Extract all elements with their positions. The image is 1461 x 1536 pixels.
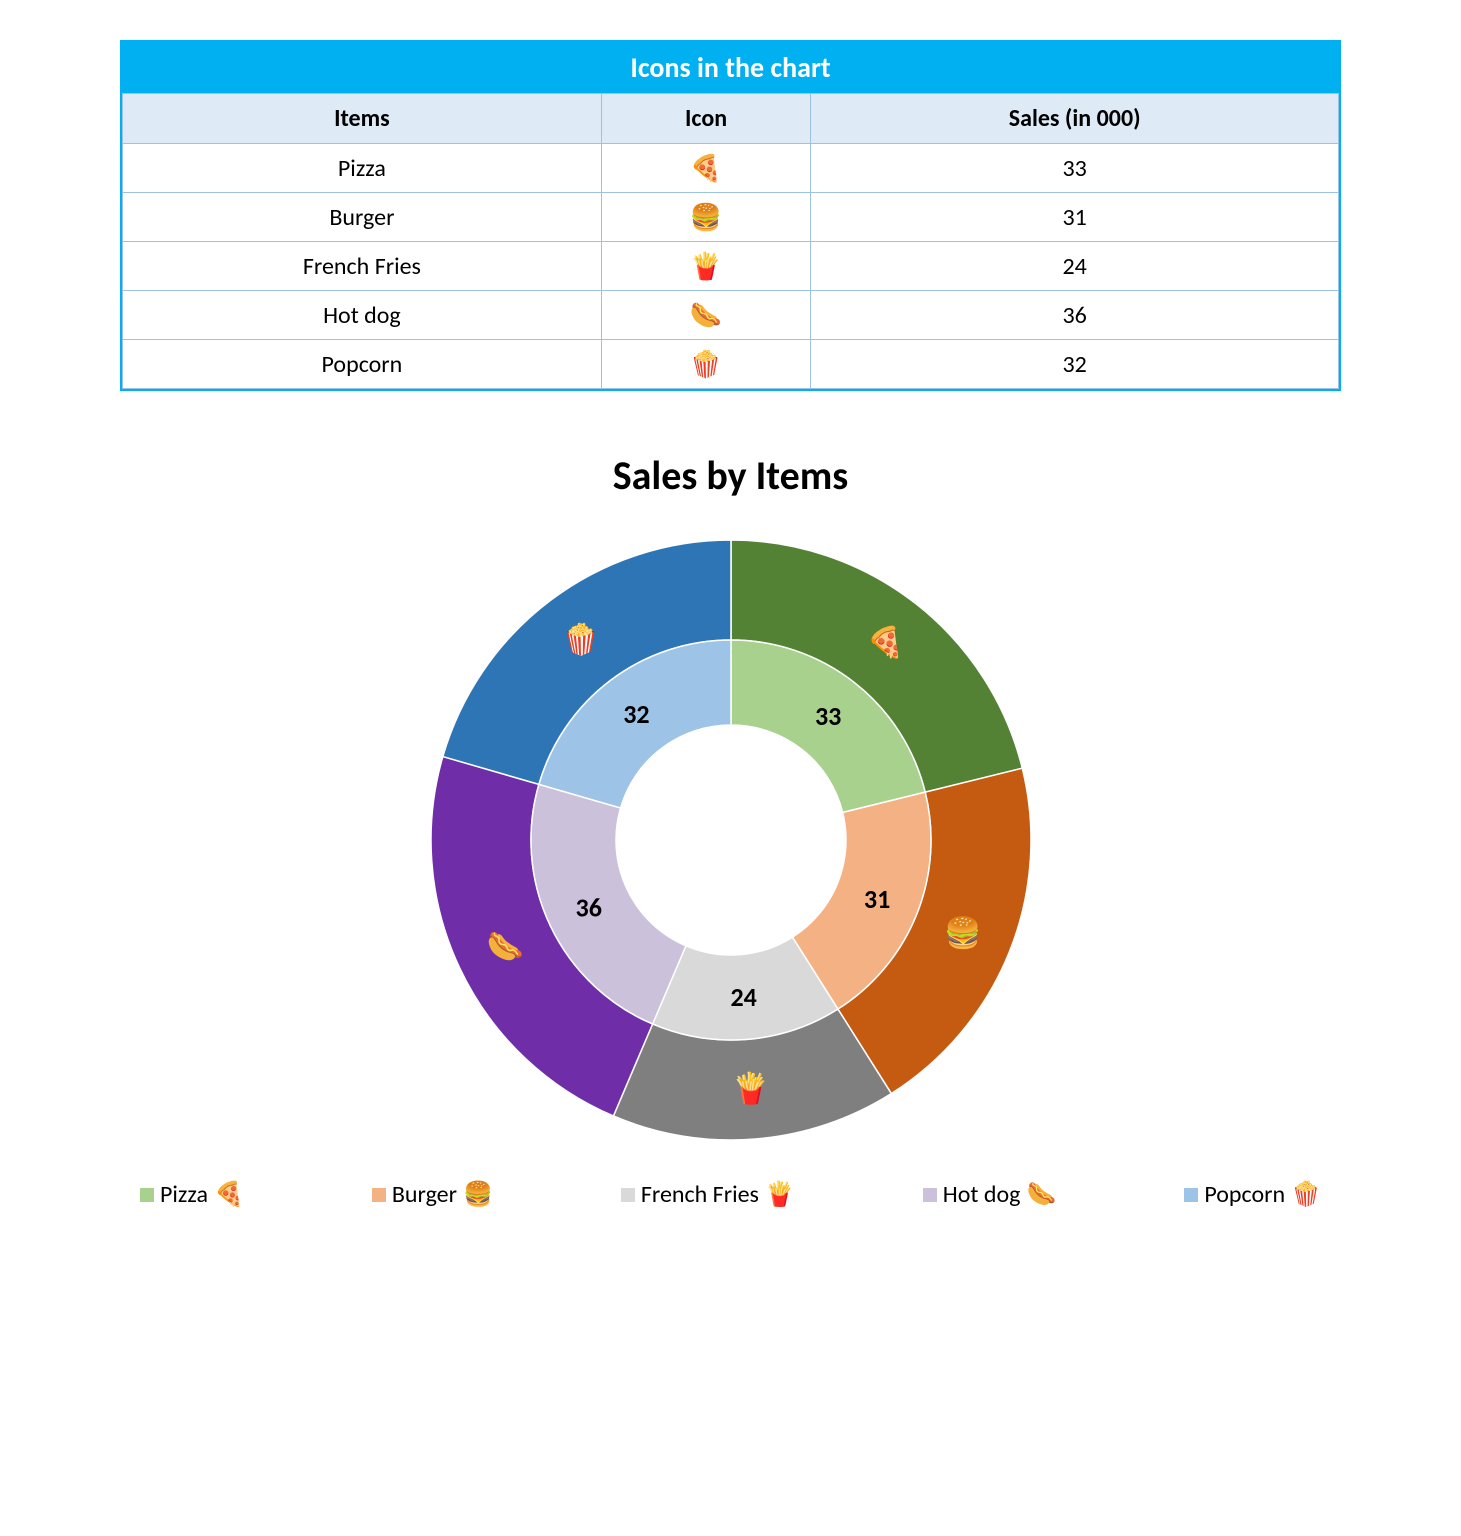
fries-icon: 🍟 <box>765 1180 795 1209</box>
popcorn-icon: 🍿 <box>562 622 599 659</box>
cell-item: Popcorn <box>123 340 602 389</box>
cell-sales: 36 <box>811 291 1339 340</box>
cell-item: Pizza <box>123 144 602 193</box>
cell-sales: 32 <box>811 340 1339 389</box>
popcorn-icon: 🍿 <box>1291 1180 1321 1209</box>
burger-icon: 🍔 <box>944 915 981 952</box>
table-row: Hot dog 🌭 36 <box>123 291 1339 340</box>
cell-sales: 31 <box>811 193 1339 242</box>
cell-item: Hot dog <box>123 291 602 340</box>
legend-swatch <box>621 1188 635 1202</box>
french-fries-icon: 🍟 <box>732 1071 769 1108</box>
cell-sales: 33 <box>811 144 1339 193</box>
legend-item-fries: French Fries 🍟 <box>621 1180 795 1209</box>
chart-container: Sales by Items 33 🍕 31 🍔 24 🍟 36 🌭 32 🍿 Pizza 🍕 B… <box>120 451 1341 1209</box>
icons-table-container: Icons in the chart Items Icon Sales (in … <box>120 40 1341 391</box>
table-row: Burger 🍔 31 <box>123 193 1339 242</box>
legend-label: Popcorn <box>1204 1180 1285 1209</box>
value-label: 36 <box>575 892 601 924</box>
cell-item: French Fries <box>123 242 602 291</box>
cell-item: Burger <box>123 193 602 242</box>
legend-swatch <box>140 1188 154 1202</box>
legend-label: Burger <box>392 1180 457 1209</box>
hotdog-icon: 🌭 <box>601 291 811 340</box>
popcorn-icon: 🍿 <box>601 340 811 389</box>
burger-icon: 🍔 <box>601 193 811 242</box>
legend-swatch <box>923 1188 937 1202</box>
legend-item-popcorn: Popcorn 🍿 <box>1184 1180 1321 1209</box>
legend-item-hotdog: Hot dog 🌭 <box>923 1180 1057 1209</box>
pizza-icon: 🍕 <box>866 625 903 662</box>
hotdog-icon: 🌭 <box>1026 1180 1056 1209</box>
pizza-icon: 🍕 <box>214 1180 244 1209</box>
legend-label: French Fries <box>641 1180 759 1209</box>
donut-chart: 33 🍕 31 🍔 24 🍟 36 🌭 32 🍿 <box>421 530 1041 1150</box>
legend-item-pizza: Pizza 🍕 <box>140 1180 244 1209</box>
value-label: 31 <box>863 883 889 915</box>
burger-icon: 🍔 <box>463 1180 493 1209</box>
value-label: 24 <box>730 981 756 1013</box>
table-title: Icons in the chart <box>122 42 1339 93</box>
cell-sales: 24 <box>811 242 1339 291</box>
donut-hole <box>616 725 846 955</box>
value-label: 33 <box>814 700 840 732</box>
fries-icon: 🍟 <box>601 242 811 291</box>
chart-legend: Pizza 🍕 Burger 🍔 French Fries 🍟 Hot dog … <box>120 1180 1341 1209</box>
col-items: Items <box>123 94 602 144</box>
hot-dog-icon: 🌭 <box>486 929 523 966</box>
legend-swatch <box>372 1188 386 1202</box>
pizza-icon: 🍕 <box>601 144 811 193</box>
value-label: 32 <box>623 698 649 730</box>
table-row: Popcorn 🍿 32 <box>123 340 1339 389</box>
table-row: French Fries 🍟 24 <box>123 242 1339 291</box>
legend-label: Pizza <box>160 1180 208 1209</box>
chart-title: Sales by Items <box>120 451 1341 500</box>
col-icon: Icon <box>601 94 811 144</box>
legend-swatch <box>1184 1188 1198 1202</box>
legend-label: Hot dog <box>943 1180 1021 1209</box>
legend-item-burger: Burger 🍔 <box>372 1180 493 1209</box>
table-row: Pizza 🍕 33 <box>123 144 1339 193</box>
col-sales: Sales (in 000) <box>811 94 1339 144</box>
icons-table: Items Icon Sales (in 000) Pizza 🍕 33 Bur… <box>122 93 1339 389</box>
